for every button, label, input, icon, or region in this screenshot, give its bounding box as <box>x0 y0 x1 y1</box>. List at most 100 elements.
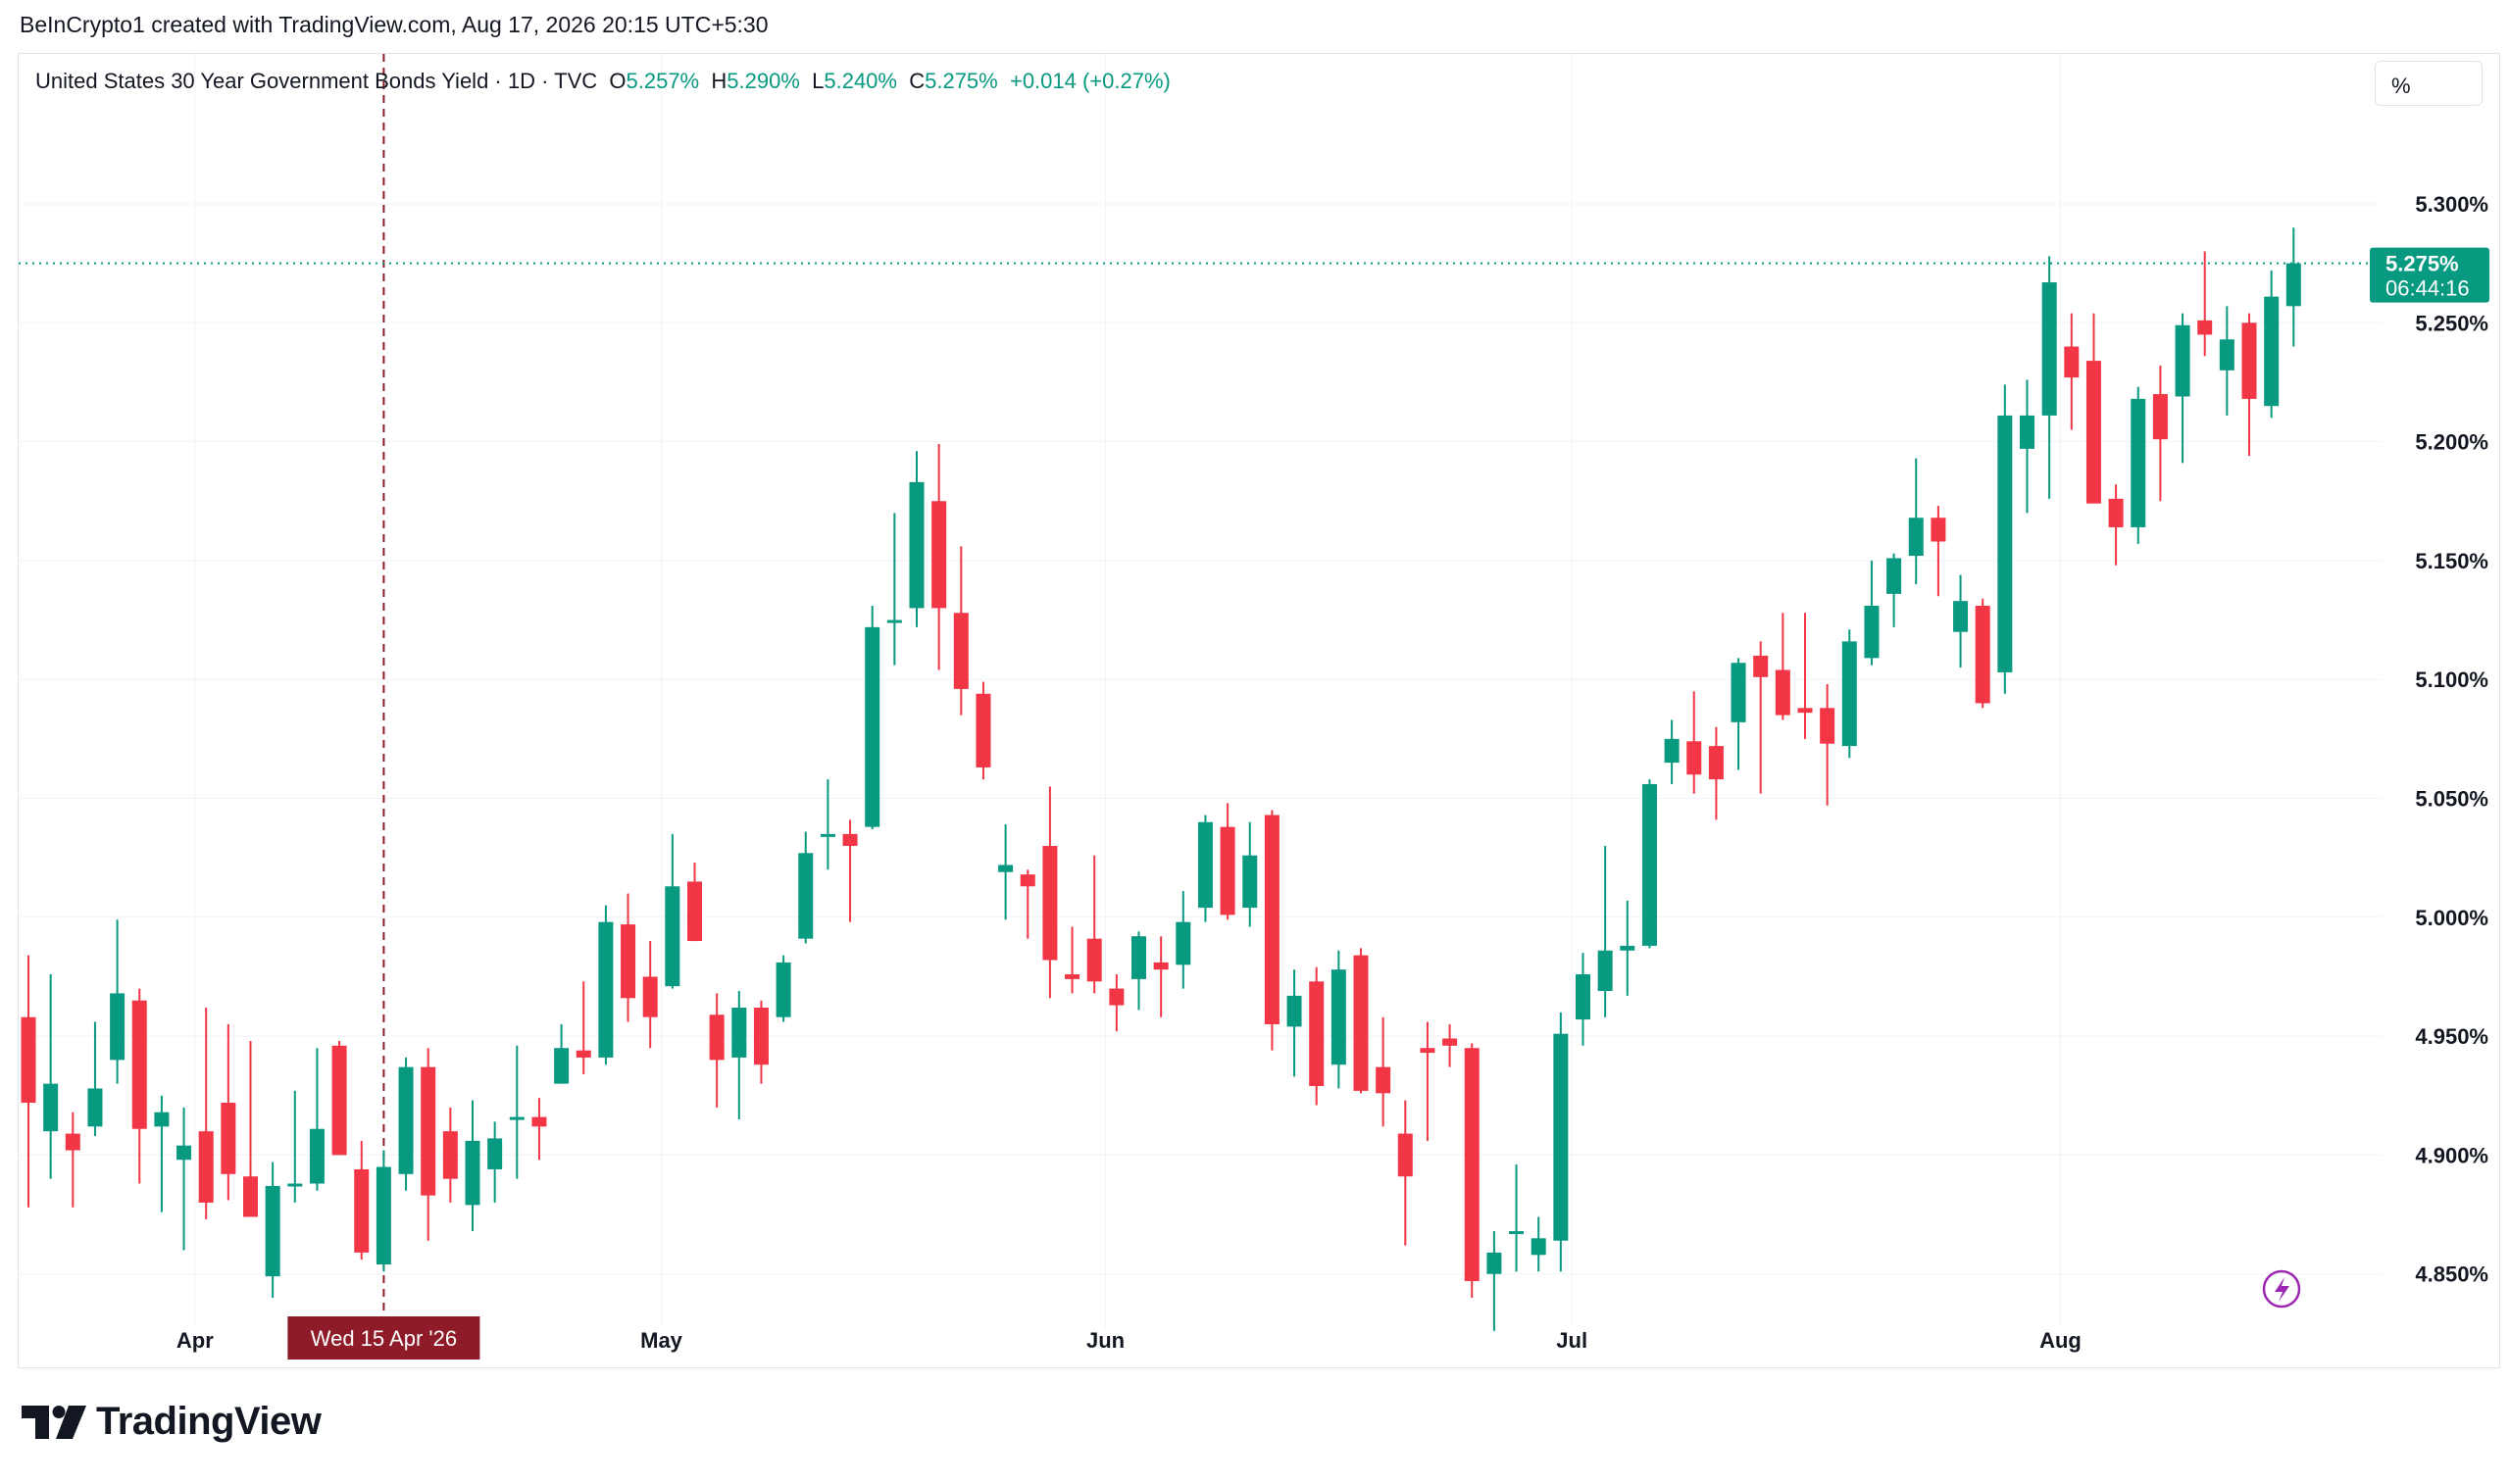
candle-body[interactable] <box>798 853 814 939</box>
candle-body[interactable] <box>1908 518 1924 557</box>
candle-body[interactable] <box>1553 1033 1569 1241</box>
candle-body[interactable] <box>221 1103 236 1174</box>
candle-body[interactable] <box>287 1183 303 1187</box>
candle-body[interactable] <box>2175 324 2190 397</box>
candle-body[interactable] <box>398 1066 414 1174</box>
candle-body[interactable] <box>1353 955 1369 1091</box>
candle-body[interactable] <box>1330 969 1346 1065</box>
candle-body[interactable] <box>1753 655 1769 677</box>
candle-body[interactable] <box>21 1016 36 1104</box>
candle-body[interactable] <box>1376 1066 1391 1094</box>
candle-body[interactable] <box>642 976 658 1017</box>
candle-body[interactable] <box>842 833 858 847</box>
candle-body[interactable] <box>753 1007 769 1065</box>
candle-body[interactable] <box>687 881 702 942</box>
candle-body[interactable] <box>1109 988 1125 1006</box>
lightning-icon[interactable] <box>2262 1269 2301 1309</box>
candle-body[interactable] <box>1286 995 1302 1027</box>
chart-panel[interactable]: Apr May Jun Jul Aug 5.300% 5.250% 5.200% 5.150% 5… <box>18 53 2500 1368</box>
candle-body[interactable] <box>465 1140 480 1206</box>
candle-body[interactable] <box>2020 415 2034 449</box>
candle-body[interactable] <box>1197 821 1213 909</box>
candle-body[interactable] <box>1931 518 1946 542</box>
candle-body[interactable] <box>2152 394 2168 440</box>
candle-body[interactable] <box>1531 1238 1546 1256</box>
candle-body[interactable] <box>1975 605 1990 704</box>
candle-body[interactable] <box>1797 708 1813 714</box>
candle-body[interactable] <box>1042 846 1058 961</box>
candle-body[interactable] <box>176 1145 192 1161</box>
candle-body[interactable] <box>2197 320 2213 335</box>
candle-body[interactable] <box>1509 1231 1525 1235</box>
candle-body[interactable] <box>421 1066 436 1196</box>
candle-body[interactable] <box>1220 826 1235 915</box>
candle-body[interactable] <box>820 833 835 837</box>
candle-body[interactable] <box>531 1116 547 1127</box>
candle-body[interactable] <box>2285 263 2301 307</box>
candle-body[interactable] <box>354 1168 370 1253</box>
candle-body[interactable] <box>487 1138 503 1169</box>
candle-body[interactable] <box>131 1000 147 1129</box>
candle-body[interactable] <box>2264 296 2280 407</box>
candle-body[interactable] <box>1264 815 1280 1024</box>
candle-body[interactable] <box>1131 936 1146 979</box>
candle-body[interactable] <box>576 1050 591 1058</box>
candle-body[interactable] <box>87 1088 103 1127</box>
candle-body[interactable] <box>1420 1048 1435 1054</box>
candle-body[interactable] <box>1997 415 2013 672</box>
candle-body[interactable] <box>442 1131 458 1179</box>
candle-body[interactable] <box>1731 663 1746 722</box>
candle-body[interactable] <box>931 501 947 609</box>
candle-body[interactable] <box>1309 981 1325 1087</box>
candle-body[interactable] <box>665 886 680 987</box>
candle-body[interactable] <box>376 1166 391 1264</box>
candle-body[interactable] <box>709 1014 725 1061</box>
candle-body[interactable] <box>865 626 880 827</box>
candle-body[interactable] <box>1864 605 1880 659</box>
candle-body[interactable] <box>598 921 614 1058</box>
candle-body[interactable] <box>621 924 636 999</box>
candle-body[interactable] <box>1841 641 1857 747</box>
candle-body[interactable] <box>2131 398 2146 527</box>
candle-body[interactable] <box>886 619 902 623</box>
candle-body[interactable] <box>1464 1048 1480 1281</box>
candle-body[interactable] <box>65 1133 80 1151</box>
candle-body[interactable] <box>1486 1252 1502 1274</box>
candle-body[interactable] <box>198 1131 214 1203</box>
candle-body[interactable] <box>1708 746 1724 780</box>
candle-body[interactable] <box>909 481 925 609</box>
candle-body[interactable] <box>1576 974 1590 1020</box>
candle-body[interactable] <box>1641 783 1657 946</box>
candle-body[interactable] <box>1242 855 1258 909</box>
candle-body[interactable] <box>554 1048 570 1084</box>
candle-body[interactable] <box>2041 282 2057 416</box>
candle-body[interactable] <box>1597 950 1613 992</box>
percent-scale-button[interactable]: % <box>2375 61 2483 106</box>
candle-body[interactable] <box>1065 974 1080 979</box>
candle-body[interactable] <box>1775 669 1790 716</box>
candle-body[interactable] <box>1953 601 1969 632</box>
candle-body[interactable] <box>1664 738 1680 764</box>
candle-body[interactable] <box>1086 938 1102 982</box>
candle-body[interactable] <box>1153 962 1169 970</box>
candle-body[interactable] <box>43 1083 59 1132</box>
candle-body[interactable] <box>2241 322 2257 399</box>
candle-body[interactable] <box>1442 1038 1458 1046</box>
candle-body[interactable] <box>953 613 969 689</box>
candle-body[interactable] <box>331 1045 347 1156</box>
candle-body[interactable] <box>2085 361 2101 504</box>
candle-body[interactable] <box>1820 708 1835 744</box>
candle-body[interactable] <box>265 1185 280 1277</box>
candlestick-chart[interactable]: Apr May Jun Jul Aug 5.300% 5.250% 5.200% 5.150% 5… <box>19 54 2499 1367</box>
candle-body[interactable] <box>976 693 991 767</box>
candle-body[interactable] <box>1620 945 1635 951</box>
candle-body[interactable] <box>154 1112 170 1127</box>
candle-body[interactable] <box>998 865 1014 872</box>
candle-body[interactable] <box>309 1128 325 1184</box>
candle-body[interactable] <box>243 1176 258 1217</box>
candle-body[interactable] <box>2108 498 2124 527</box>
candle-body[interactable] <box>776 962 791 1017</box>
candle-body[interactable] <box>1176 921 1191 965</box>
candle-body[interactable] <box>2064 346 2080 378</box>
candle-body[interactable] <box>1886 558 1902 594</box>
